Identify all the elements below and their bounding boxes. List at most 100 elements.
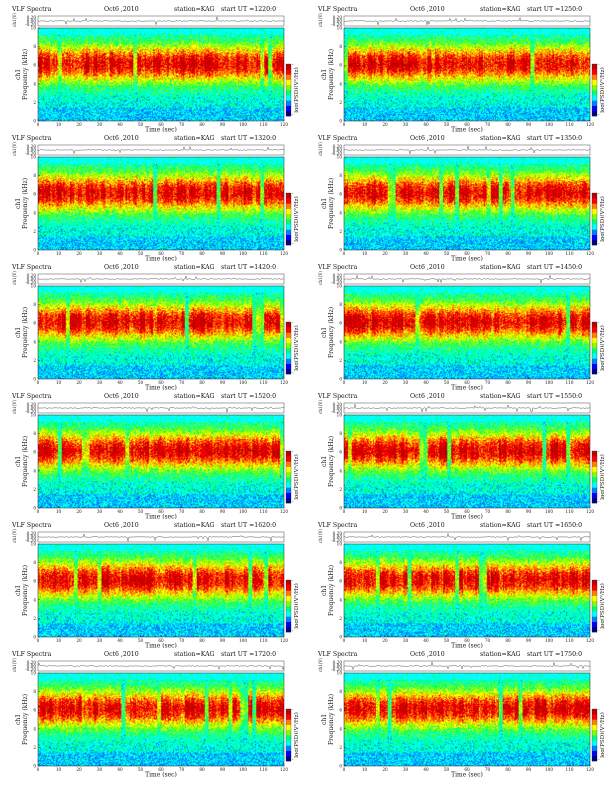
y-tick-label: 4	[339, 597, 342, 602]
x-tick-label: 30	[403, 509, 409, 514]
trace-ytick-label: -0.20	[25, 667, 36, 672]
waveform-trace	[343, 16, 591, 26]
x-tick-label: 50	[444, 122, 450, 127]
y-tick-label: 4	[33, 597, 36, 602]
x-tick-label: 60	[464, 767, 470, 772]
colorbar-frame	[591, 708, 598, 762]
x-tick-label: 90	[220, 380, 226, 385]
header-title: VLF Spectra	[11, 651, 52, 658]
y-tick-label: 10	[31, 413, 37, 418]
waveform-trace	[343, 532, 591, 542]
spectrogram-heatmap	[344, 673, 590, 766]
x-tick-label: 80	[199, 380, 205, 385]
trace-ytick-label: -0.20	[25, 151, 36, 156]
y-tick-label: 4	[339, 81, 342, 86]
x-tick-label: 90	[220, 509, 226, 514]
spectrogram-chart: VLF Spectra Oct6 ,2010 station=KAG start UT…	[11, 6, 298, 133]
spectrogram-panel: VLF Spectra Oct6 ,2010 station=KAG start UT…	[8, 133, 298, 261]
header-start-time: start UT =1520:0	[221, 393, 276, 400]
x-tick-label: 0	[343, 251, 346, 256]
trace-ylabel: ch1(V)	[318, 658, 323, 672]
y-axis-channel-label: ch1	[321, 714, 328, 725]
y-axis-label: Frequency (kHz)	[22, 49, 29, 100]
header-date: Oct6 ,2010	[104, 264, 139, 271]
colorbar-segment	[592, 719, 597, 725]
x-tick-label: 110	[566, 251, 574, 256]
header-station: station=KAG	[480, 522, 521, 529]
colorbar-segment	[286, 456, 291, 462]
header-date: Oct6 ,2010	[410, 393, 445, 400]
y-tick-label: 8	[339, 302, 342, 307]
x-tick-label: 10	[362, 380, 368, 385]
colorbar-segment	[592, 456, 597, 462]
colorbar-segment	[592, 606, 597, 612]
colorbar-segment	[286, 368, 291, 375]
colorbar-segment	[286, 729, 291, 736]
x-tick-label: 70	[485, 380, 491, 385]
x-tick-label: 120	[280, 380, 288, 385]
trace-ytick-label: 0.00	[333, 405, 343, 410]
x-axis-label: Time (sec)	[145, 256, 177, 262]
spectrogram-heatmap	[38, 544, 284, 637]
x-tick-label: 0	[37, 380, 40, 385]
trace-frame	[37, 273, 285, 285]
x-tick-label: 90	[526, 767, 532, 772]
x-tick-label: 0	[343, 767, 346, 772]
colorbar-segment	[286, 616, 291, 622]
colorbar-segment	[286, 487, 291, 493]
colorbar-segment	[286, 471, 291, 478]
trace-ytick-label: -0.20	[331, 667, 342, 672]
y-tick-label: 8	[33, 560, 36, 565]
x-axis-label: Time (sec)	[451, 385, 483, 391]
x-tick-label: 60	[158, 767, 164, 772]
trace-ytick-label: 0.00	[333, 663, 343, 668]
colorbar-segment	[592, 337, 597, 344]
colorbar-segment	[592, 626, 597, 633]
y-axis-channel-label: ch1	[15, 69, 22, 80]
colorbar-segment	[592, 750, 597, 757]
x-tick-label: 60	[158, 638, 164, 643]
trace-frame	[343, 273, 591, 285]
trace-ytick-label: 0.20	[333, 144, 343, 149]
x-tick-label: 60	[158, 380, 164, 385]
spectrogram-panel: VLF Spectra Oct6 ,2010 station=KAG start UT…	[8, 4, 298, 132]
trace-ytick-label: -0.20	[331, 538, 342, 543]
y-tick-label: 2	[339, 616, 342, 621]
x-tick-label: 120	[586, 509, 594, 514]
y-axis-label: Frequency (kHz)	[328, 565, 335, 616]
y-tick-label: 8	[339, 431, 342, 436]
y-tick-label: 2	[33, 616, 36, 621]
colorbar-label: log(PSD)(V²/Hz)	[599, 196, 604, 242]
colorbar-segment	[286, 322, 291, 328]
colorbar-segment	[286, 358, 291, 364]
x-tick-label: 90	[220, 251, 226, 256]
x-tick-label: 50	[444, 767, 450, 772]
y-tick-label: 8	[339, 689, 342, 694]
colorbar-frame	[591, 321, 598, 375]
x-tick-label: 0	[37, 122, 40, 127]
colorbar-segment	[592, 100, 597, 106]
trace-ylabel: ch1(V)	[318, 13, 323, 27]
x-axis-label: Time (sec)	[145, 127, 177, 133]
waveform-trace	[37, 145, 285, 155]
x-tick-label: 50	[444, 638, 450, 643]
x-tick-label: 100	[239, 767, 247, 772]
colorbar-tick-label: -	[292, 191, 294, 196]
header-title: VLF Spectra	[317, 264, 358, 271]
colorbar-segment	[286, 497, 291, 504]
y-tick-label: 10	[31, 155, 37, 160]
waveform-trace	[37, 16, 285, 26]
spectrogram-panel: VLF Spectra Oct6 ,2010 station=KAG start UT…	[314, 391, 604, 519]
spectrogram-heatmap	[38, 286, 284, 379]
x-tick-label: 110	[566, 767, 574, 772]
colorbar-segment	[286, 239, 291, 246]
spectrogram-panel: VLF Spectra Oct6 ,2010 station=KAG start UT…	[314, 4, 604, 132]
colorbar-segment	[592, 477, 597, 483]
x-tick-label: 10	[362, 122, 368, 127]
y-tick-label: 8	[339, 173, 342, 178]
colorbar-segment	[286, 203, 291, 209]
colorbar-segment	[592, 451, 597, 457]
colorbar-frame	[285, 579, 292, 633]
y-tick-label: 6	[339, 63, 342, 68]
colorbar-segment	[286, 229, 291, 235]
